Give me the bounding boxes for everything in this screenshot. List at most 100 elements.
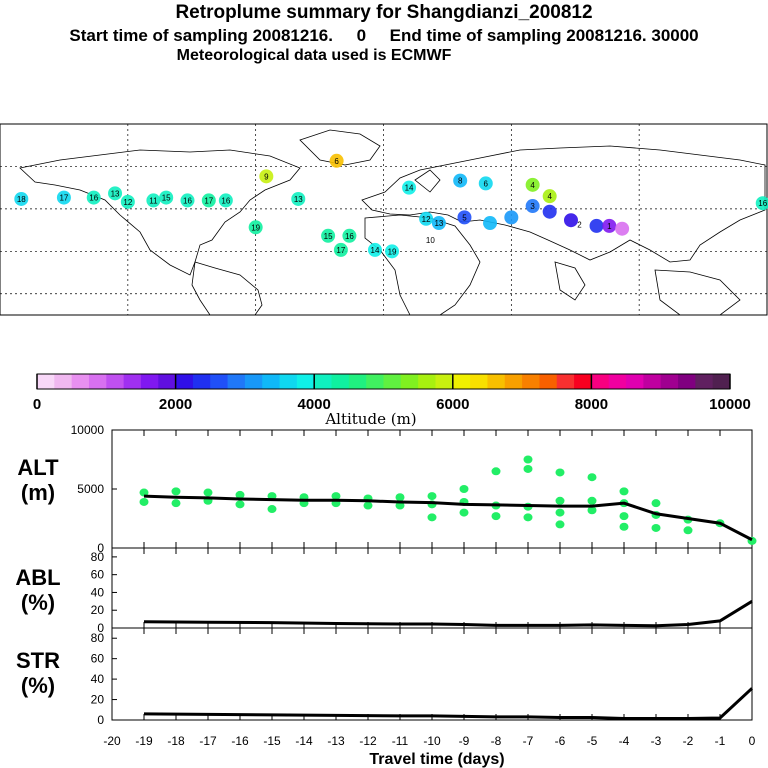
colorbar-swatch — [140, 374, 159, 389]
alt-scatter-point — [203, 488, 213, 497]
plume-day-label: 14 — [405, 184, 414, 193]
alt-ylabel-name: ALT — [17, 455, 59, 480]
coastline — [554, 261, 586, 301]
colorbar-tick-label: 4000 — [298, 396, 331, 413]
x-tick-label: -19 — [135, 734, 153, 748]
plume-day-label: 3 — [530, 202, 535, 211]
plume-blob — [180, 193, 195, 208]
coastline — [19, 149, 301, 276]
colorbar-tick-label: 10000 — [709, 396, 751, 413]
alt-scatter-point — [427, 513, 437, 522]
alt-scatter-point — [555, 508, 565, 517]
x-tick-label: -16 — [231, 734, 249, 748]
plume-day-label: 6 — [334, 157, 339, 166]
alt-scatter-point — [619, 522, 629, 531]
str-frame — [111, 627, 753, 721]
colorbar-swatch — [678, 374, 696, 389]
plume-day-label: 19 — [251, 223, 260, 232]
plume-blob — [56, 190, 71, 205]
plume-day-label: 13 — [294, 195, 303, 204]
colorbar-swatch — [244, 374, 263, 389]
plume-blob — [342, 228, 357, 243]
y-tick-label: 40 — [91, 672, 105, 686]
plume-blob — [602, 218, 617, 233]
colorbar-swatch — [695, 374, 714, 389]
colorbar-swatch — [591, 374, 610, 389]
x-tick-label: -15 — [263, 734, 281, 748]
plume-blob — [146, 193, 161, 208]
str-ylabel-name: STR — [16, 648, 60, 673]
plume-blob — [542, 204, 557, 219]
alt-mean-line — [143, 494, 753, 542]
str-line — [143, 687, 754, 720]
coastline — [299, 129, 381, 166]
alt-scatter-point — [651, 499, 661, 508]
plume-blob — [755, 196, 768, 211]
plume-day-label: 11 — [149, 196, 158, 205]
abl-ylabel: ABL (%) — [15, 565, 60, 615]
colorbar-swatch — [712, 374, 731, 389]
alt-scatter-point — [235, 490, 245, 499]
coastline — [414, 169, 441, 193]
alt-scatter-point — [523, 513, 533, 522]
colorbar-swatch — [574, 374, 592, 389]
plume-blob — [431, 216, 446, 231]
y-tick-label: 5000 — [77, 482, 104, 496]
x-tick-label: -4 — [619, 734, 630, 748]
plume-day-label: 13 — [111, 189, 120, 198]
plume-blob — [478, 176, 493, 191]
alt-scatter-point — [427, 492, 437, 501]
alt-panel: 0 5000 10000 — [71, 423, 757, 555]
x-tick-label: 0 — [749, 734, 756, 748]
abl-ylabel-name: ABL — [15, 565, 60, 590]
plume-blob — [108, 186, 123, 201]
plume-blob — [248, 220, 263, 235]
colorbar-tick-label: 8000 — [575, 396, 608, 413]
colorbar-swatch — [37, 374, 55, 389]
x-tick-label: -3 — [651, 734, 662, 748]
colorbar-swatch — [643, 374, 662, 389]
alt-scatter-point — [139, 497, 149, 506]
x-tick-label: -13 — [327, 734, 345, 748]
x-tick-label: -20 — [103, 734, 121, 748]
alt-scatter-point — [555, 468, 565, 477]
alt-scatter-point — [491, 512, 501, 521]
colorbar-swatch — [470, 374, 488, 389]
alt-scatter-point — [523, 455, 533, 464]
plume-day-label: 18 — [17, 195, 26, 204]
plume-blob — [453, 173, 468, 188]
y-tick-label: 0 — [97, 541, 104, 555]
y-tick-label: 20 — [91, 693, 105, 707]
x-tick-label: -8 — [491, 734, 502, 748]
coastline — [654, 269, 741, 316]
colorbar-swatch — [383, 374, 402, 389]
plume-blob — [589, 218, 604, 233]
x-tick-label: -12 — [359, 734, 377, 748]
y-tick-label: 40 — [91, 585, 105, 599]
plume-day-label: 14 — [371, 246, 380, 255]
alt-scatter-point — [555, 496, 565, 505]
alt-scatter-point — [523, 464, 533, 473]
colorbar-swatch — [556, 374, 575, 389]
plume-day-label: 17 — [336, 246, 345, 255]
plume-day-label: 16 — [345, 232, 354, 241]
plume-day-label: 6 — [484, 179, 489, 188]
alt-scatter-point — [363, 501, 373, 510]
abl-line — [143, 600, 753, 628]
plume-blob — [321, 228, 336, 243]
colorbar-swatch — [366, 374, 384, 389]
alt-scatter-point — [395, 493, 405, 502]
alt-scatter-point — [619, 487, 629, 496]
plume-day-label: 17 — [59, 194, 68, 203]
colorbar-swatch — [660, 374, 679, 389]
colorbar-swatch — [106, 374, 125, 389]
colorbar-swatch — [88, 374, 107, 389]
plume-blob — [402, 180, 417, 195]
colorbar-tick-label: 6000 — [436, 396, 469, 413]
plume-blob — [218, 193, 233, 208]
colorbar-swatch — [504, 374, 523, 389]
colorbar-swatch — [262, 374, 281, 389]
plume-blob — [201, 193, 216, 208]
